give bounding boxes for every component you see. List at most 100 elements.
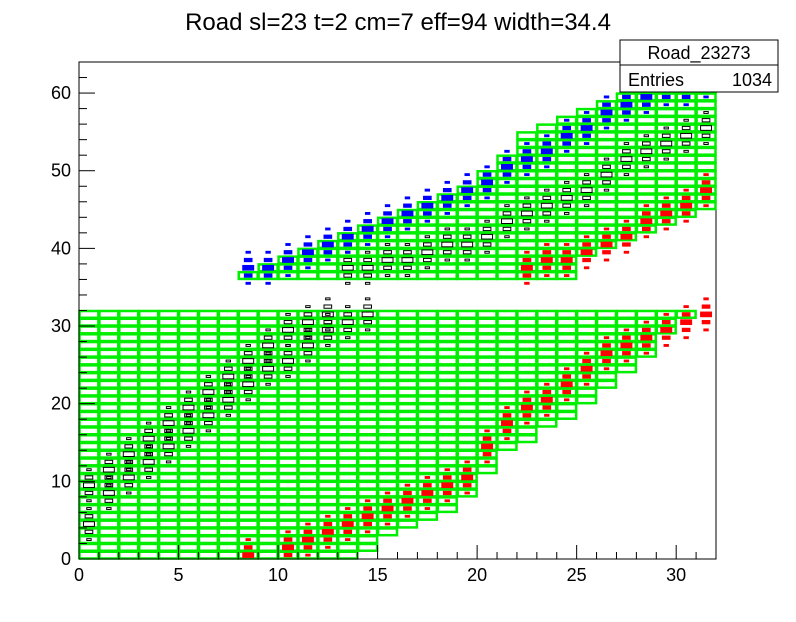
hit-box (325, 514, 331, 518)
road-cells (78, 84, 717, 560)
hit-box (643, 111, 650, 114)
hit-box (283, 265, 293, 270)
hit-box (323, 521, 333, 527)
hit-box (681, 327, 691, 333)
hit-box (623, 142, 630, 145)
hit-box (185, 421, 192, 425)
y-tick-label: 30 (51, 316, 71, 336)
hit-box (305, 359, 311, 363)
hit-box (403, 506, 412, 511)
hit-box (583, 173, 590, 177)
hit-box (363, 234, 372, 239)
hit-box (265, 328, 271, 332)
hit-box (145, 421, 152, 425)
hit-box (582, 180, 591, 185)
hit-box (620, 101, 633, 108)
hit-box (321, 241, 334, 248)
hit-box (701, 180, 711, 185)
stats-box-name: Road_23273 (647, 43, 750, 64)
hit-box (383, 514, 392, 519)
hit-box (243, 273, 253, 278)
hit-box (106, 452, 112, 456)
hit-box (442, 234, 452, 239)
hit-box (544, 165, 550, 169)
hit-box (464, 227, 470, 231)
hit-box (245, 281, 251, 285)
hit-box (542, 211, 552, 216)
hit-box (502, 156, 512, 162)
hit-box (622, 94, 631, 100)
hit-box (663, 196, 669, 200)
hit-box (424, 188, 431, 192)
hit-box (144, 467, 154, 472)
hit-box (182, 404, 195, 411)
hit-box (282, 257, 294, 263)
hit-box (86, 499, 92, 503)
hit-box (643, 235, 650, 239)
hit-box (144, 452, 154, 457)
hit-box (441, 482, 454, 489)
hit-box (205, 398, 212, 402)
hit-box (481, 233, 494, 240)
hit-box (562, 141, 572, 146)
hit-box (285, 375, 291, 378)
hit-box (343, 312, 353, 317)
hit-box (504, 180, 510, 184)
hit-box (145, 476, 152, 479)
hit-box (323, 537, 333, 542)
chart-title: Road sl=23 t=2 cm=7 eff=94 width=34.4 (185, 9, 611, 36)
hit-box (504, 149, 510, 153)
hit-box (361, 311, 374, 318)
hit-box (564, 274, 570, 277)
hit-box (660, 327, 673, 333)
hit-box (242, 552, 255, 558)
hit-box (681, 125, 691, 131)
hit-box (225, 413, 231, 417)
hit-box (444, 180, 450, 184)
hit-box (524, 250, 530, 254)
hit-box (542, 265, 552, 270)
hit-box (461, 474, 474, 481)
hit-box (245, 538, 251, 542)
hit-box (142, 459, 155, 465)
hit-box (364, 328, 371, 332)
hit-box (323, 335, 333, 340)
hit-box (580, 125, 593, 131)
hit-box (582, 118, 591, 123)
hit-box (600, 171, 613, 178)
hit-box (583, 235, 590, 239)
hit-box (162, 443, 175, 450)
hit-box (544, 243, 550, 246)
hit-box (364, 499, 371, 503)
hit-box (262, 264, 275, 271)
hit-box (162, 420, 175, 426)
hit-box (683, 149, 689, 153)
hit-box (504, 437, 510, 441)
x-tick-label: 0 (74, 565, 84, 585)
hit-box (341, 233, 354, 240)
hit-box (542, 389, 552, 395)
hit-box (603, 157, 610, 161)
hit-box (282, 358, 294, 364)
hit-box (481, 443, 494, 450)
hit-box (283, 320, 293, 325)
hit-box (583, 204, 590, 208)
hit-boxes (82, 64, 713, 558)
hit-box (442, 490, 452, 496)
hit-box (683, 103, 689, 107)
hit-box (464, 460, 470, 464)
hit-box (204, 420, 213, 426)
hit-box (622, 351, 631, 356)
hit-box (383, 498, 392, 503)
hit-box (680, 202, 693, 209)
hit-box (363, 304, 372, 309)
stats-box: Road_23273 Entries 1034 (619, 39, 779, 93)
hit-box (343, 257, 353, 263)
hit-box (641, 211, 651, 216)
hit-box (165, 429, 172, 433)
hit-box (282, 544, 294, 551)
hit-box (126, 437, 132, 441)
hit-box (681, 195, 691, 201)
hit-box (283, 250, 293, 255)
